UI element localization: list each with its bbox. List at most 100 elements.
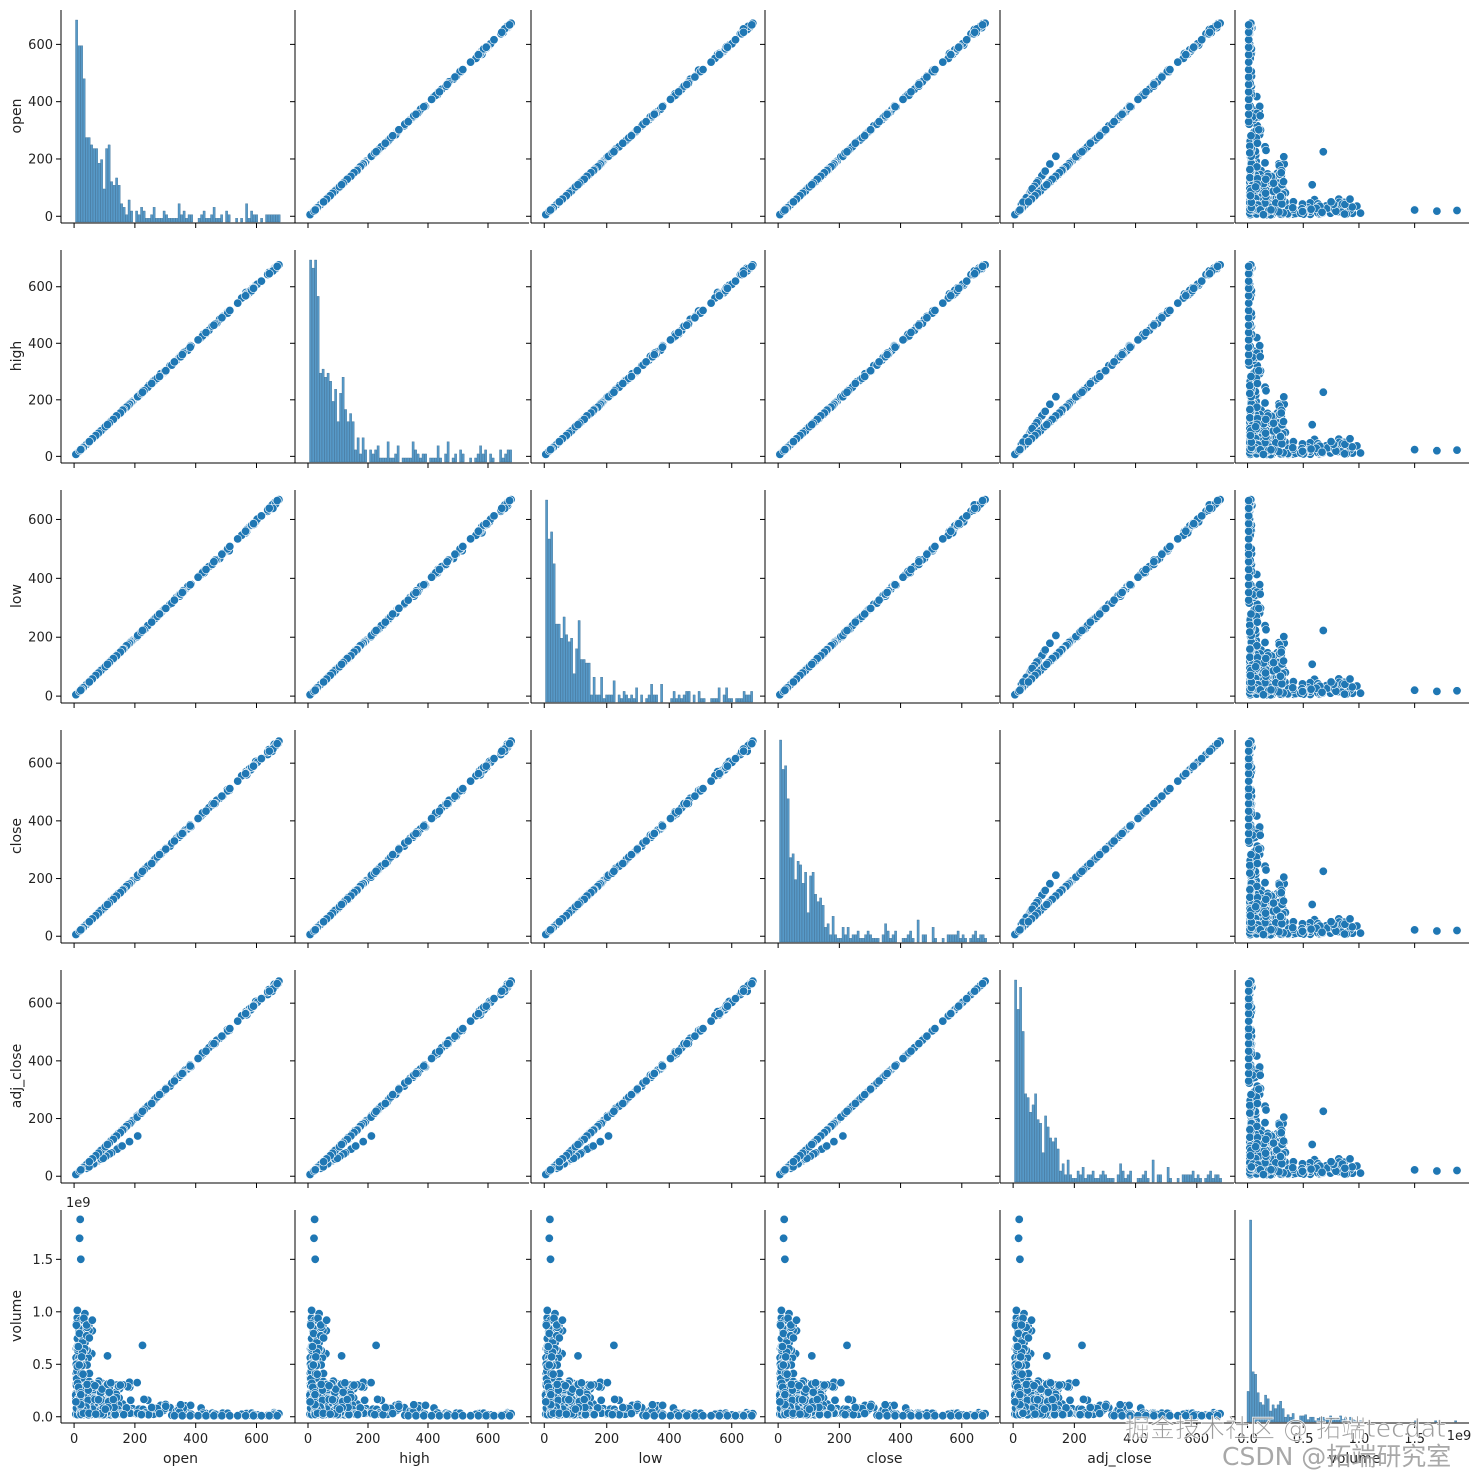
scatter-point	[649, 350, 659, 360]
histogram-bar	[167, 218, 171, 223]
scatter-point	[264, 269, 274, 279]
scatter-point	[1269, 178, 1279, 188]
scatter-point	[1261, 174, 1271, 184]
histogram-bar	[459, 449, 462, 463]
scatter-point	[1117, 109, 1127, 119]
scatter-point	[898, 335, 908, 345]
scatter-point	[310, 205, 320, 215]
histogram-bar	[421, 453, 425, 463]
scatter-point	[1345, 194, 1355, 204]
scatter-point	[632, 366, 642, 376]
scatter-point	[747, 261, 757, 271]
histogram-bar	[509, 449, 512, 463]
histogram-bar	[411, 441, 415, 463]
scatter-point	[1279, 177, 1289, 187]
scatter-point	[1205, 27, 1215, 37]
scatter-point	[1213, 20, 1223, 30]
histogram-bar	[157, 218, 161, 223]
histogram-bar	[200, 214, 203, 223]
scatter-point	[147, 378, 157, 388]
histogram-bar	[212, 207, 216, 223]
scatter-point	[1051, 151, 1061, 161]
histogram-bar	[424, 453, 427, 463]
histogram-bar	[311, 267, 315, 463]
scatter-point	[1015, 205, 1025, 215]
panel-open-vs-close	[760, 10, 999, 228]
scatter-point	[906, 87, 916, 97]
scatter-point	[380, 138, 390, 148]
panel-open-vs-low	[526, 10, 765, 228]
scatter-point	[1189, 42, 1199, 52]
panel-high-vs-adj_close	[995, 250, 1234, 468]
histogram-bar	[339, 393, 342, 463]
histogram-bar	[155, 218, 158, 223]
scatter-point	[103, 420, 113, 430]
scatter-point	[682, 320, 692, 330]
scatter-point	[201, 327, 211, 337]
scatter-point	[706, 57, 716, 67]
histogram-bar	[439, 457, 442, 463]
histogram-bar	[314, 259, 317, 463]
histogram-bar	[115, 177, 118, 223]
scatter-point	[842, 387, 852, 397]
histogram-bar	[225, 210, 228, 223]
scatter-point	[850, 138, 860, 148]
scatter-point	[573, 420, 583, 430]
histogram-bar	[504, 453, 507, 463]
scatter-point	[962, 35, 972, 45]
scatter-point	[241, 291, 251, 301]
histogram-bar	[255, 214, 258, 223]
scatter-point	[1197, 35, 1207, 45]
scatter-point	[747, 20, 757, 30]
histogram-bar	[162, 210, 166, 223]
histogram-bar	[444, 453, 447, 463]
scatter-point	[1244, 35, 1254, 45]
scatter-point	[1306, 204, 1316, 214]
scatter-point	[730, 276, 740, 286]
histogram-bar	[356, 437, 360, 463]
scatter-point	[371, 147, 381, 157]
scatter-point	[938, 298, 948, 308]
histogram-bar	[341, 377, 345, 463]
scatter-point	[554, 437, 564, 447]
histogram-bar	[489, 453, 492, 463]
scatter-point	[505, 20, 515, 30]
histogram-bar	[220, 214, 223, 223]
scatter-point	[1133, 94, 1143, 104]
histogram-bar	[187, 214, 191, 223]
histogram-bar	[401, 457, 405, 463]
histogram-bar	[379, 457, 382, 463]
scatter-point	[970, 27, 980, 37]
histogram-bar	[404, 457, 407, 463]
panel-open-vs-volume	[1230, 10, 1469, 228]
histogram-bar	[309, 259, 312, 463]
scatter-point	[1245, 173, 1255, 183]
scatter-point	[466, 57, 476, 67]
scatter-point	[906, 327, 916, 337]
scatter-point	[665, 335, 675, 345]
histogram-bar	[431, 457, 435, 463]
scatter-point	[657, 102, 667, 112]
scatter-point	[714, 291, 724, 301]
histogram-bar	[252, 214, 256, 223]
scatter-point	[1245, 148, 1255, 158]
scatter-point	[882, 350, 892, 360]
histogram-bar	[391, 457, 395, 463]
scatter-point	[1023, 197, 1033, 207]
histogram-bar	[384, 457, 387, 463]
histogram-bar	[275, 214, 278, 223]
histogram-bar	[499, 449, 502, 463]
scatter-point	[962, 276, 972, 286]
histogram-bar	[105, 148, 108, 223]
scatter-point	[419, 102, 429, 112]
scatter-point	[1045, 159, 1055, 169]
scatter-point	[730, 35, 740, 45]
scatter-point	[698, 305, 708, 315]
y-tick-label: 200	[28, 152, 53, 167]
scatter-point	[1410, 205, 1420, 215]
histogram-bar	[92, 148, 96, 223]
scatter-point	[545, 445, 555, 455]
scatter-point	[1258, 210, 1268, 220]
histogram-bar	[501, 457, 505, 463]
